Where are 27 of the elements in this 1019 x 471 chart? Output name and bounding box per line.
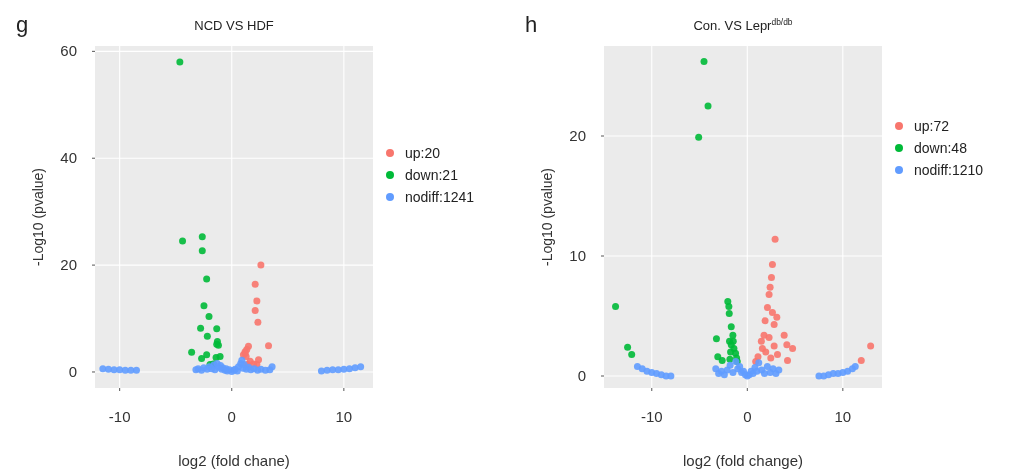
y-tick-label: 40: [60, 149, 77, 167]
y-tick-label: 60: [60, 42, 77, 60]
text: h: [525, 12, 538, 37]
x-tick-label: 10: [834, 408, 852, 425]
x-tick-label: 0: [227, 408, 236, 425]
y-tick-label: 20: [60, 256, 77, 274]
legend-label: up:72: [914, 118, 950, 134]
legend-label: nodiff:1210: [914, 162, 984, 178]
chart-title: NCD VS HDF: [194, 18, 274, 33]
x-tick-label: 0: [743, 408, 752, 425]
y-tick-label: 0: [577, 367, 586, 384]
x-tick-label: -10: [640, 408, 663, 425]
legend-label: up:20: [405, 145, 441, 161]
y-tick-label: 0: [68, 362, 77, 380]
legend-label: down:21: [405, 167, 459, 183]
legend-label: nodiff:1241: [405, 189, 475, 205]
text: g: [16, 12, 29, 37]
y-axis-title: -Log10 (pvalue): [30, 167, 46, 267]
x-axis-title: log2 (fold chane): [178, 452, 290, 469]
chart-title: Con. VS Lepr$^{db/db}$: [693, 17, 793, 33]
x-axis-title: log2 (fold change): [682, 452, 804, 469]
y-tick-label: 20: [569, 127, 586, 144]
y-axis-title: -Log10 (pvalue): [539, 167, 555, 267]
x-tick-label: 10: [335, 408, 353, 425]
y-tick-label: 10: [569, 247, 586, 264]
legend-label: down:48: [914, 140, 968, 156]
x-tick-label: -10: [108, 408, 131, 425]
